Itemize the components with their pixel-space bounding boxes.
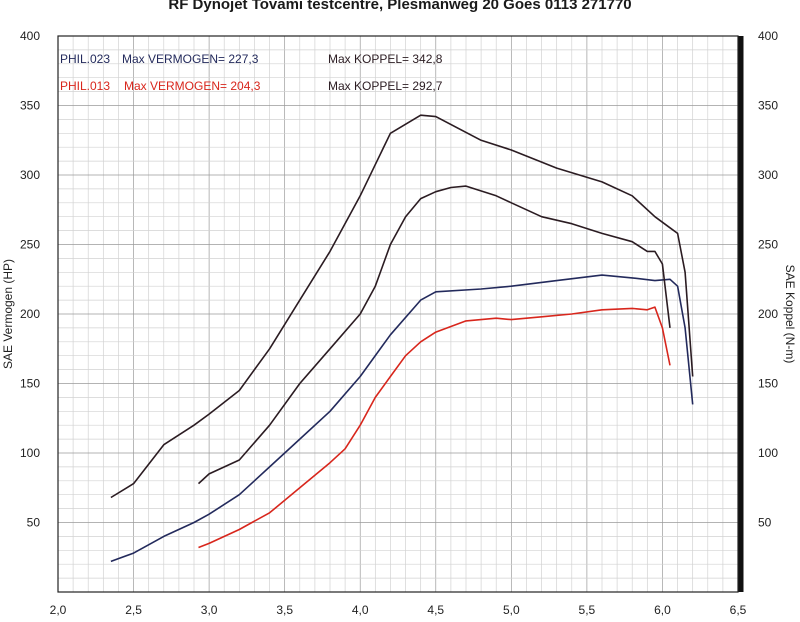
x-tick-label: 5,0 <box>503 603 520 617</box>
y-tick-label-left: 100 <box>20 446 40 460</box>
y-tick-label-right: 100 <box>758 446 778 460</box>
series-line-3 <box>198 306 671 549</box>
plot-frame <box>57 35 744 593</box>
grid <box>58 36 739 592</box>
series-line-4 <box>197 185 671 485</box>
x-tick-label: 6,5 <box>730 603 747 617</box>
x-tick-label: 3,5 <box>276 603 293 617</box>
x-tick-label: 6,0 <box>654 603 671 617</box>
y-tick-label-right: 350 <box>758 99 778 113</box>
x-tick-label: 3,0 <box>201 603 218 617</box>
y-tick-label-right: 400 <box>758 29 778 43</box>
legend-run1-name: PHIL.023 <box>60 52 110 66</box>
y-tick-label-right: 50 <box>758 516 772 530</box>
y-tick-label-left: 200 <box>20 307 40 321</box>
y-tick-label-right: 200 <box>758 307 778 321</box>
legend-run2-power: Max VERMOGEN= 204,3 <box>124 79 261 93</box>
x-tick-label: 4,0 <box>352 603 369 617</box>
legend-run1-power: Max VERMOGEN= 227,3 <box>122 52 259 66</box>
series-line-2 <box>110 114 694 499</box>
y-tick-label-left: 300 <box>20 168 40 182</box>
series-lines <box>110 114 694 563</box>
legend-run2-name: PHIL.013 <box>60 79 110 93</box>
y-tick-label-right: 150 <box>758 377 778 391</box>
legend-run1-torque: Max KOPPEL= 342,8 <box>328 52 443 66</box>
y-tick-label-right: 250 <box>758 238 778 252</box>
x-tick-label: 4,5 <box>427 603 444 617</box>
x-tick-label: 5,5 <box>579 603 596 617</box>
y-tick-label-left: 150 <box>20 377 40 391</box>
tick-labels: 2,0 2,5 3,0 3,5 4,0 4,5 5,0 5,5 6,0 6,5 50 100 150 20… <box>20 29 778 617</box>
x-tick-label: 2,5 <box>125 603 142 617</box>
legend: PHIL.023 Max VERMOGEN= 227,3 Max KOPPEL= 3… <box>60 52 443 93</box>
plot-border <box>57 35 739 593</box>
y-tick-label-left: 50 <box>27 516 41 530</box>
series-line-1 <box>110 274 694 563</box>
axis-labels: SAE Vermogen (HP) SAE Koppel (N-m) <box>1 259 797 369</box>
x-tick-label: 2,0 <box>50 603 67 617</box>
y-tick-label-left: 350 <box>20 99 40 113</box>
y-axis-label-right: SAE Koppel (N-m) <box>783 265 797 364</box>
y-tick-label-left: 400 <box>20 29 40 43</box>
y-tick-label-left: 250 <box>20 238 40 252</box>
chart-title: RF Dynojet Tovami testcentre, Plesmanweg… <box>168 0 632 13</box>
y-tick-label-right: 300 <box>758 168 778 182</box>
legend-run2-torque: Max KOPPEL= 292,7 <box>328 79 443 93</box>
y-axis-label-left: SAE Vermogen (HP) <box>1 259 15 369</box>
